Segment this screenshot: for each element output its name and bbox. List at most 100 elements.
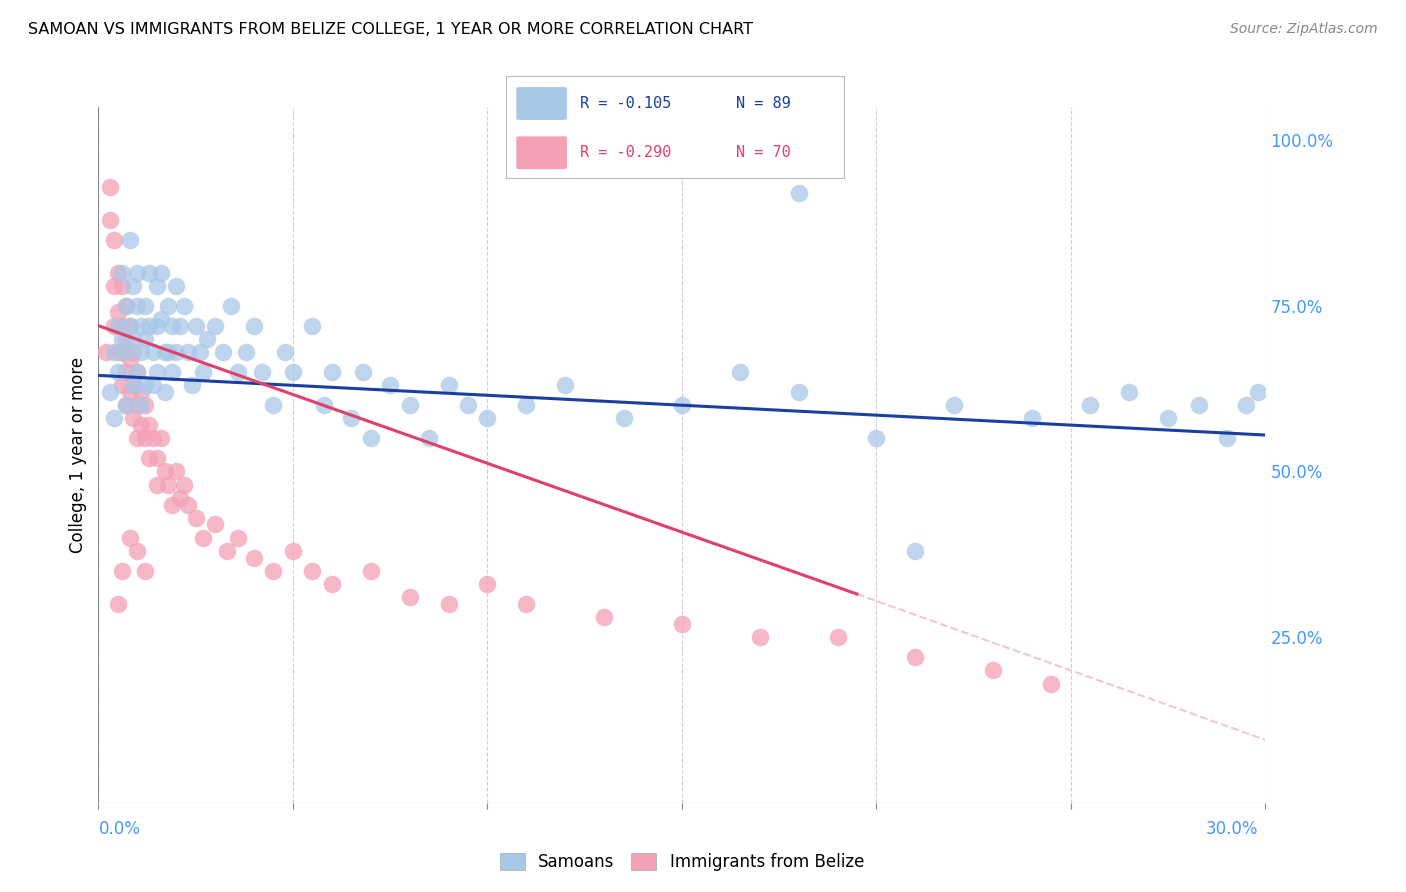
Point	[122, 345, 145, 359]
Point	[98, 212, 121, 227]
Point	[107, 318, 129, 333]
Point	[1040, 676, 1063, 690]
Point	[134, 332, 156, 346]
Point	[103, 233, 125, 247]
Point	[827, 630, 849, 644]
Point	[787, 384, 810, 399]
FancyBboxPatch shape	[516, 87, 567, 120]
Point	[162, 365, 184, 379]
Point	[1188, 398, 1211, 412]
Point	[146, 477, 169, 491]
Point	[204, 517, 226, 532]
Point	[103, 345, 125, 359]
Point	[118, 318, 141, 333]
Point	[122, 411, 145, 425]
Point	[134, 398, 156, 412]
Point	[153, 465, 176, 479]
Point	[98, 384, 121, 399]
Point	[613, 411, 636, 425]
Point	[204, 318, 226, 333]
Point	[111, 266, 134, 280]
Point	[138, 318, 160, 333]
Point	[162, 318, 184, 333]
Point	[477, 411, 499, 425]
Point	[554, 378, 576, 392]
Point	[127, 365, 149, 379]
Point	[122, 279, 145, 293]
Point	[107, 305, 129, 319]
Point	[134, 564, 156, 578]
Point	[118, 318, 141, 333]
Text: N = 89: N = 89	[735, 96, 790, 111]
Point	[321, 365, 343, 379]
Point	[111, 332, 134, 346]
Point	[122, 332, 145, 346]
Legend: Samoans, Immigrants from Belize: Samoans, Immigrants from Belize	[494, 847, 870, 878]
Point	[157, 299, 180, 313]
Point	[103, 411, 125, 425]
Point	[127, 398, 149, 412]
Point	[398, 591, 420, 605]
Point	[153, 345, 176, 359]
Point	[180, 378, 202, 392]
Point	[165, 345, 187, 359]
Point	[142, 345, 165, 359]
Text: Source: ZipAtlas.com: Source: ZipAtlas.com	[1230, 22, 1378, 37]
Point	[437, 597, 460, 611]
Point	[111, 378, 134, 392]
Y-axis label: College, 1 year or more: College, 1 year or more	[69, 357, 87, 553]
Point	[138, 418, 160, 433]
Point	[219, 299, 242, 313]
Point	[107, 365, 129, 379]
Point	[193, 531, 215, 545]
Point	[114, 345, 136, 359]
Point	[262, 398, 284, 412]
Point	[418, 431, 440, 445]
Text: 30.0%: 30.0%	[1206, 820, 1258, 838]
Point	[122, 378, 145, 392]
Point	[146, 451, 169, 466]
Point	[149, 431, 172, 445]
Point	[243, 318, 266, 333]
Point	[1234, 398, 1257, 412]
Point	[146, 365, 169, 379]
Point	[118, 531, 141, 545]
Point	[111, 318, 134, 333]
Point	[457, 398, 479, 412]
Point	[127, 544, 149, 558]
Point	[243, 550, 266, 565]
Point	[103, 279, 125, 293]
Point	[671, 616, 693, 631]
Point	[193, 365, 215, 379]
Point	[107, 345, 129, 359]
Point	[169, 491, 191, 505]
Point	[437, 378, 460, 392]
Point	[515, 398, 537, 412]
Point	[1080, 398, 1102, 412]
Point	[177, 345, 200, 359]
Point	[228, 531, 250, 545]
Point	[134, 299, 156, 313]
Point	[262, 564, 284, 578]
Point	[250, 365, 273, 379]
Point	[195, 332, 218, 346]
Point	[188, 345, 211, 359]
Point	[107, 597, 129, 611]
FancyBboxPatch shape	[516, 136, 567, 169]
Point	[184, 511, 207, 525]
Point	[360, 564, 382, 578]
Point	[118, 233, 141, 247]
Point	[398, 398, 420, 412]
Point	[153, 384, 176, 399]
Point	[134, 378, 156, 392]
Point	[787, 186, 810, 201]
Point	[904, 650, 927, 665]
Point	[301, 564, 323, 578]
Point	[111, 564, 134, 578]
Point	[118, 384, 141, 399]
Point	[138, 266, 160, 280]
Point	[215, 544, 238, 558]
Point	[107, 266, 129, 280]
Point	[165, 465, 187, 479]
Point	[515, 597, 537, 611]
